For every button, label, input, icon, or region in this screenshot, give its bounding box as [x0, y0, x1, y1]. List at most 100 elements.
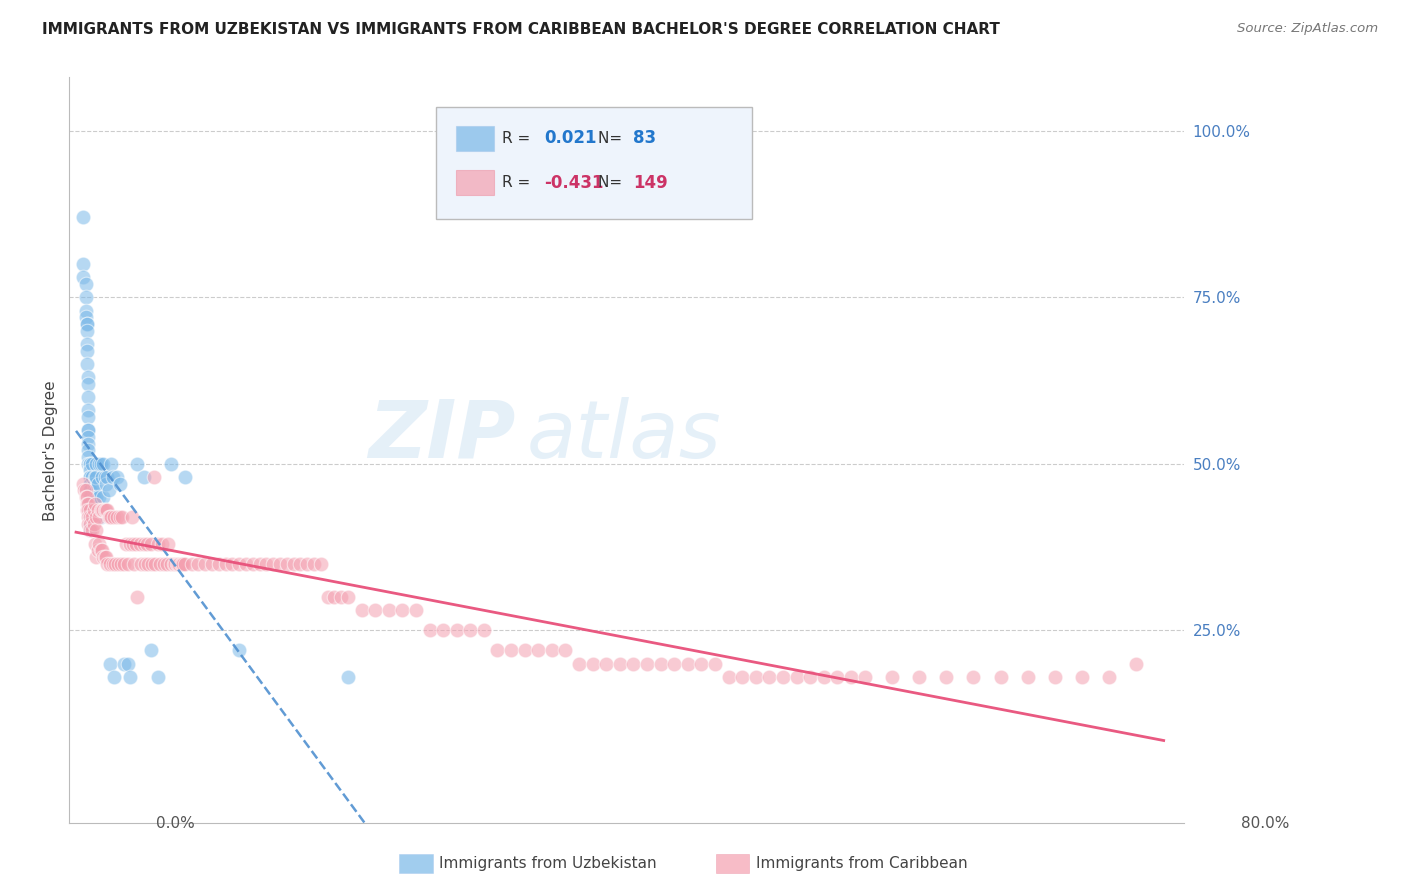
Point	[79, 476, 101, 491]
Point	[129, 537, 152, 551]
Point	[173, 470, 195, 484]
Point	[77, 450, 100, 464]
Point	[1125, 657, 1147, 671]
Point	[75, 277, 97, 291]
Point	[79, 470, 101, 484]
Point	[76, 503, 98, 517]
Point	[79, 510, 101, 524]
Point	[82, 510, 104, 524]
Point	[156, 557, 179, 571]
Point	[169, 557, 191, 571]
Point	[772, 670, 794, 684]
Point	[731, 670, 754, 684]
Point	[105, 470, 128, 484]
Point	[89, 503, 111, 517]
Point	[82, 470, 104, 484]
Point	[704, 657, 727, 671]
Point	[117, 657, 139, 671]
Point	[112, 657, 135, 671]
Point	[115, 537, 138, 551]
Point	[127, 457, 149, 471]
Point	[79, 524, 101, 538]
Point	[187, 557, 209, 571]
Point	[79, 497, 101, 511]
Point	[91, 490, 114, 504]
Point	[143, 557, 166, 571]
Point	[908, 670, 931, 684]
Point	[86, 457, 108, 471]
Point	[290, 557, 312, 571]
Point	[103, 670, 125, 684]
Point	[90, 470, 112, 484]
Point	[302, 557, 325, 571]
Point	[79, 503, 101, 517]
Point	[125, 537, 148, 551]
Point	[486, 643, 509, 657]
Point	[146, 670, 169, 684]
Point	[94, 503, 117, 517]
Point	[786, 670, 808, 684]
Point	[75, 290, 97, 304]
Point	[76, 343, 98, 358]
Text: 149: 149	[633, 174, 668, 192]
Point	[76, 337, 98, 351]
Point	[76, 357, 98, 371]
Point	[208, 557, 231, 571]
Point	[330, 590, 353, 604]
Point	[336, 590, 359, 604]
Point	[323, 590, 346, 604]
Point	[134, 557, 156, 571]
Point	[336, 670, 359, 684]
Point	[86, 510, 108, 524]
Point	[79, 510, 101, 524]
Point	[77, 376, 100, 391]
Point	[91, 457, 114, 471]
Point	[93, 503, 115, 517]
Point	[72, 270, 94, 285]
Point	[79, 510, 101, 524]
Point	[104, 557, 127, 571]
Point	[79, 463, 101, 477]
Point	[83, 503, 105, 517]
Point	[72, 257, 94, 271]
Point	[1071, 670, 1094, 684]
Point	[214, 557, 236, 571]
Point	[77, 437, 100, 451]
Point	[165, 557, 187, 571]
Point	[170, 557, 193, 571]
Point	[77, 403, 100, 417]
Point	[262, 557, 284, 571]
Point	[77, 424, 100, 438]
Point	[595, 657, 617, 671]
Point	[228, 643, 250, 657]
Point	[86, 470, 108, 484]
Point	[83, 476, 105, 491]
Point	[141, 557, 163, 571]
Point	[97, 510, 120, 524]
Text: ZIP: ZIP	[368, 397, 515, 475]
Point	[129, 557, 152, 571]
Point	[146, 537, 169, 551]
Point	[690, 657, 713, 671]
Point	[132, 470, 155, 484]
Point	[76, 317, 98, 331]
Point	[180, 557, 202, 571]
Point	[79, 510, 101, 524]
Point	[72, 211, 94, 225]
Text: N=: N=	[598, 131, 627, 145]
Point	[94, 549, 117, 564]
Point	[142, 470, 165, 484]
Point	[717, 670, 740, 684]
Point	[79, 483, 101, 498]
Point	[418, 624, 440, 638]
Point	[83, 516, 105, 531]
Point	[105, 510, 128, 524]
Point	[89, 543, 111, 558]
Point	[112, 557, 135, 571]
Point	[75, 310, 97, 325]
Text: N=: N=	[598, 176, 627, 190]
Point	[853, 670, 876, 684]
Point	[79, 490, 101, 504]
Point	[76, 324, 98, 338]
Point	[124, 557, 146, 571]
